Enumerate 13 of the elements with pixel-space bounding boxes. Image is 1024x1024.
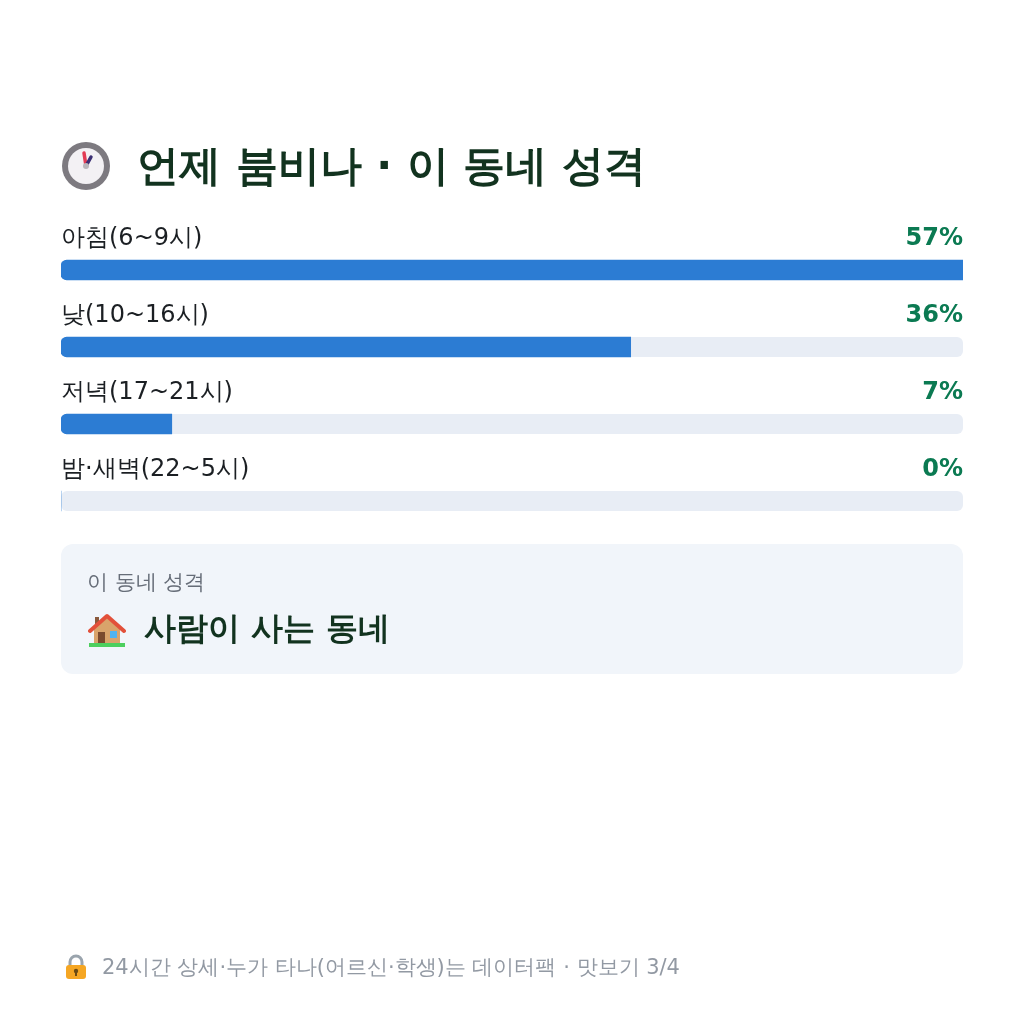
y-tick-label: 저녁(17~21시) bbox=[61, 377, 233, 406]
data-label: 36% bbox=[905, 300, 963, 329]
bar bbox=[61, 413, 173, 435]
y-tick-label: 낮(10~16시) bbox=[61, 300, 209, 329]
text: 24시간 상세·누가 타나(어르신·학생)는 데이터팩 · 맛보기 3/4 bbox=[102, 954, 680, 981]
data-label: 57% bbox=[905, 223, 963, 252]
data-label: 0% bbox=[922, 454, 963, 483]
y-tick-label: 아침(6~9시) bbox=[61, 223, 203, 252]
y-tick-label: 밤·새벽(22~5시) bbox=[61, 454, 250, 483]
text: 이 동네 성격 bbox=[87, 570, 206, 594]
text: 사람이 사는 동네 bbox=[144, 608, 391, 649]
data-label: 7% bbox=[922, 377, 963, 406]
chart-title: 언제 붐비나 · 이 동네 성격 bbox=[137, 140, 647, 192]
